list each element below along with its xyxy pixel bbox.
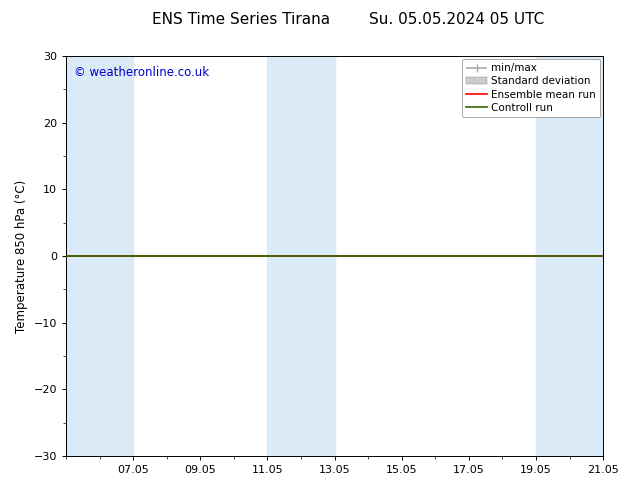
Legend: min/max, Standard deviation, Ensemble mean run, Controll run: min/max, Standard deviation, Ensemble me…	[462, 59, 600, 117]
Text: Su. 05.05.2024 05 UTC: Su. 05.05.2024 05 UTC	[369, 12, 544, 27]
Bar	[536, 56, 603, 456]
Y-axis label: Temperature 850 hPa (°C): Temperature 850 hPa (°C)	[15, 179, 28, 333]
Text: ENS Time Series Tirana: ENS Time Series Tirana	[152, 12, 330, 27]
Text: © weatheronline.co.uk: © weatheronline.co.uk	[74, 66, 209, 79]
Bar	[268, 56, 335, 456]
Bar	[66, 56, 133, 456]
